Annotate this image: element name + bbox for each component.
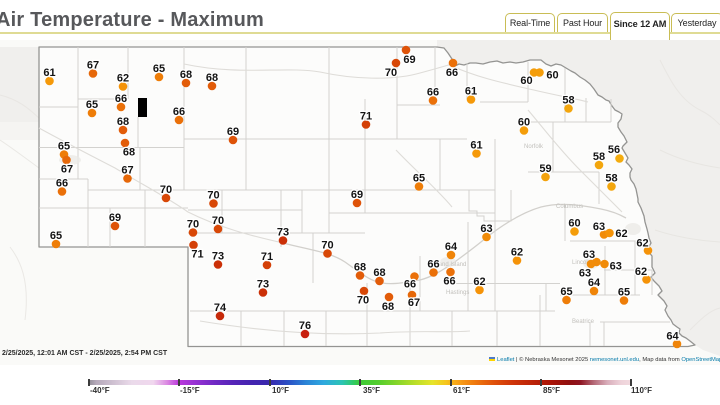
svg-text:60: 60 [568, 218, 580, 230]
svg-text:76: 76 [299, 320, 311, 332]
svg-text:73: 73 [277, 227, 289, 239]
svg-text:67: 67 [408, 297, 420, 309]
svg-text:60: 60 [518, 117, 530, 129]
svg-text:62: 62 [117, 73, 129, 85]
svg-text:66: 66 [404, 278, 416, 290]
svg-text:68: 68 [123, 146, 135, 158]
svg-text:63: 63 [480, 223, 492, 235]
svg-text:Grand Island: Grand Island [432, 262, 466, 268]
svg-text:66: 66 [427, 87, 439, 99]
svg-text:65: 65 [560, 286, 572, 298]
svg-text:56: 56 [608, 144, 620, 156]
svg-text:68: 68 [117, 116, 129, 128]
svg-text:68: 68 [373, 267, 385, 279]
svg-text:69: 69 [227, 126, 239, 138]
svg-text:65: 65 [413, 173, 425, 185]
svg-text:67: 67 [121, 165, 133, 177]
svg-text:64: 64 [445, 241, 458, 253]
svg-text:58: 58 [593, 151, 605, 163]
svg-text:62: 62 [635, 266, 647, 278]
svg-text:66: 66 [446, 67, 458, 79]
svg-text:71: 71 [360, 111, 372, 123]
svg-text:63: 63 [593, 221, 605, 233]
svg-text:70: 70 [207, 190, 219, 202]
svg-text:65: 65 [86, 99, 98, 111]
svg-text:71: 71 [191, 248, 203, 260]
svg-text:73: 73 [257, 279, 269, 291]
svg-text:64: 64 [588, 277, 601, 289]
svg-text:63: 63 [579, 268, 591, 280]
svg-text:64: 64 [666, 331, 679, 343]
svg-text:70: 70 [212, 215, 224, 227]
svg-text:69: 69 [351, 189, 363, 201]
svg-text:68: 68 [180, 69, 192, 81]
svg-text:60: 60 [520, 75, 532, 87]
svg-text:70: 70 [187, 219, 199, 231]
svg-text:61: 61 [470, 140, 482, 152]
svg-text:70: 70 [385, 67, 397, 79]
svg-text:71: 71 [261, 251, 273, 263]
svg-text:65: 65 [58, 141, 70, 153]
svg-text:59: 59 [539, 163, 551, 175]
svg-text:66: 66 [427, 259, 439, 271]
svg-text:61: 61 [43, 67, 55, 79]
svg-text:Norfolk: Norfolk [524, 144, 544, 150]
svg-text:68: 68 [206, 72, 218, 84]
svg-text:Beatrice: Beatrice [572, 319, 595, 325]
svg-text:65: 65 [618, 287, 630, 299]
svg-text:58: 58 [562, 95, 574, 107]
svg-text:73: 73 [212, 251, 224, 263]
svg-text:69: 69 [403, 54, 415, 66]
svg-text:65: 65 [50, 230, 62, 242]
svg-text:60: 60 [546, 69, 558, 81]
svg-text:66: 66 [115, 93, 127, 105]
svg-text:62: 62 [636, 237, 648, 249]
svg-text:Columbus: Columbus [556, 204, 583, 210]
svg-text:68: 68 [354, 262, 366, 274]
svg-text:Lincoln: Lincoln [572, 260, 591, 266]
svg-text:66: 66 [173, 106, 185, 118]
svg-text:62: 62 [615, 228, 627, 240]
svg-text:68: 68 [382, 301, 394, 313]
svg-text:58: 58 [605, 173, 617, 185]
svg-text:62: 62 [511, 247, 523, 259]
svg-text:67: 67 [87, 60, 99, 72]
svg-text:62: 62 [473, 276, 485, 288]
svg-text:70: 70 [160, 184, 172, 196]
svg-text:63: 63 [583, 249, 595, 261]
svg-text:65: 65 [153, 63, 165, 75]
svg-text:69: 69 [109, 212, 121, 224]
svg-text:61: 61 [465, 86, 477, 98]
svg-text:74: 74 [214, 302, 227, 314]
svg-text:Hastings: Hastings [446, 290, 469, 296]
svg-text:70: 70 [321, 240, 333, 252]
svg-text:67: 67 [61, 163, 73, 175]
svg-text:63: 63 [610, 260, 622, 272]
svg-text:70: 70 [357, 294, 369, 306]
svg-text:66: 66 [56, 178, 68, 190]
svg-text:66: 66 [443, 275, 455, 287]
